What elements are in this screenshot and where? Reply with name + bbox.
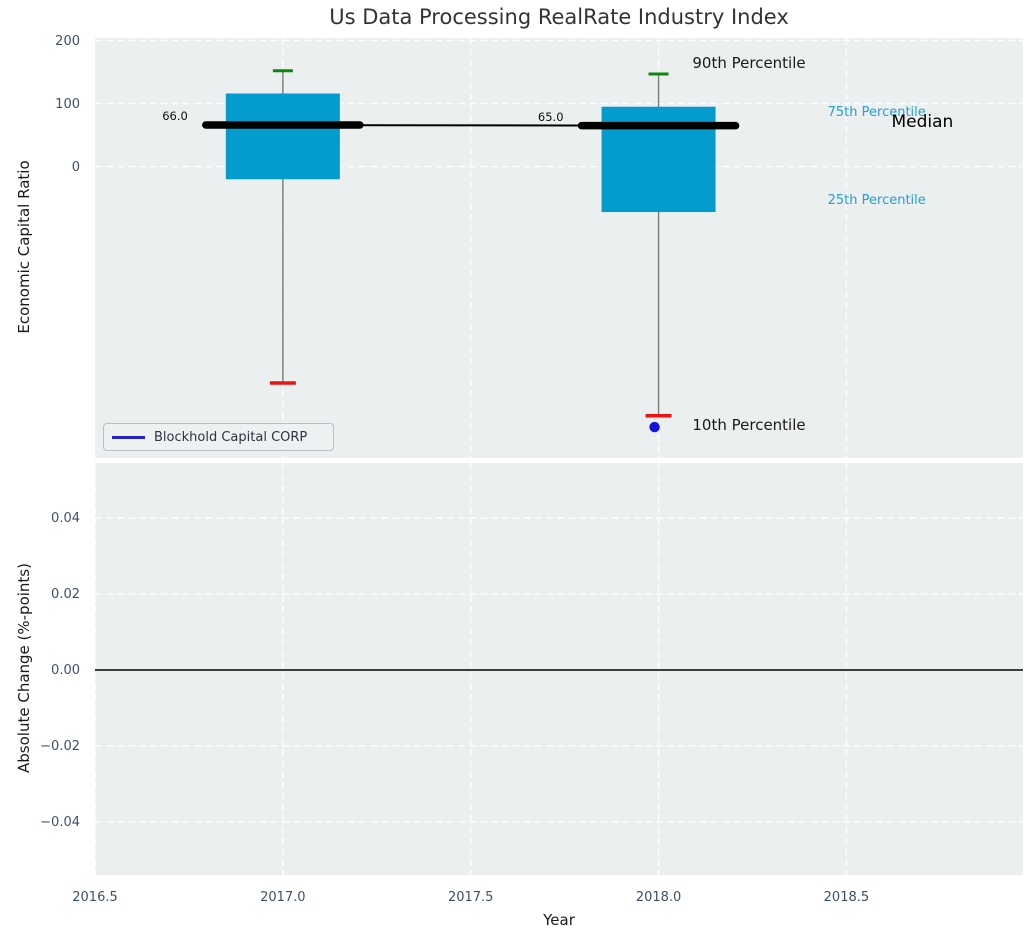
annotation-median: Median (891, 111, 954, 132)
bottom-axes-background (95, 463, 1023, 875)
company-value-label: 66.0 (162, 109, 188, 124)
y-axis-label-top: Economic Capital Ratio (15, 160, 33, 334)
annotation-75th-percentile: 75th Percentile (827, 104, 926, 120)
annotation-25th-percentile: 25th Percentile (827, 192, 926, 208)
x-tick-label: 2017.0 (260, 890, 306, 905)
x-tick-label: 2017.5 (447, 890, 494, 905)
legend-label: Blockhold Capital CORP (154, 429, 308, 445)
x-tick-label: 2016.5 (72, 890, 118, 905)
chart-title: Us Data Processing RealRate Industry Ind… (329, 5, 789, 29)
legend-line-swatch (112, 435, 145, 439)
company-value-label: 65.0 (537, 109, 564, 124)
y-tick-label: 200 (55, 33, 80, 49)
annotation-10th-percentile: 10th Percentile (692, 415, 806, 434)
x-axis-label: Year (543, 911, 575, 929)
y-tick-label: −0.02 (40, 738, 80, 754)
x-tick-label: 2018.5 (823, 890, 870, 905)
legend: Blockhold Capital CORP (103, 423, 334, 451)
x-tick-label: 2018.0 (635, 890, 682, 905)
y-tick-label: 100 (55, 96, 80, 112)
y-tick-label: 0.00 (51, 662, 80, 678)
y-axis-label-bottom: Absolute Change (%-points) (15, 563, 33, 773)
iqr-box (225, 93, 340, 180)
y-tick-label: 0 (71, 159, 80, 175)
outlier-dot (649, 421, 660, 433)
y-tick-label: −0.04 (40, 814, 80, 830)
annotation-90th-percentile: 90th Percentile (692, 53, 806, 72)
y-tick-label: 0.04 (51, 511, 80, 527)
y-tick-label: 0.02 (51, 587, 80, 602)
